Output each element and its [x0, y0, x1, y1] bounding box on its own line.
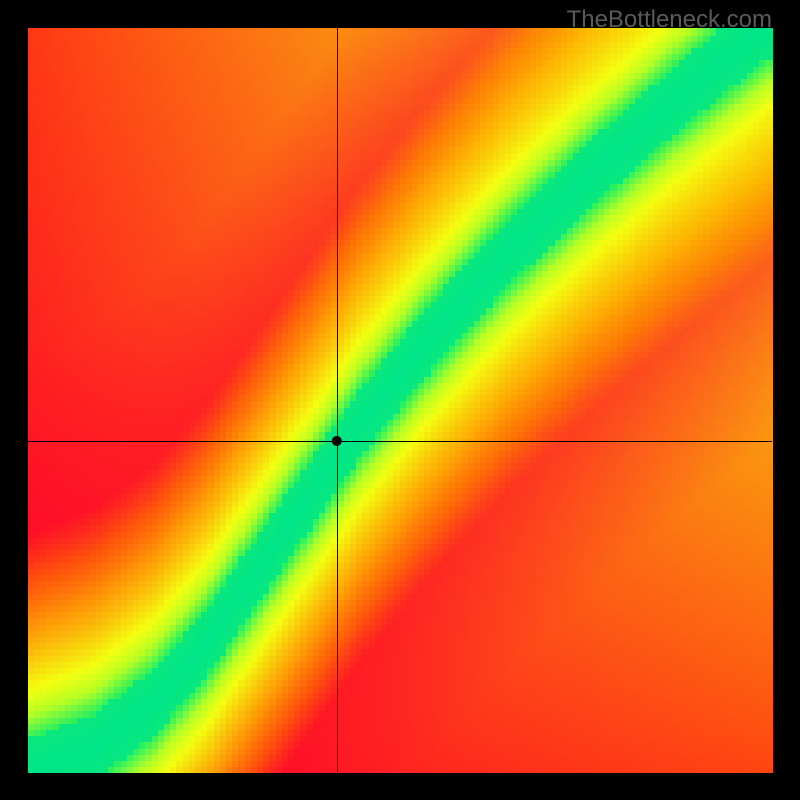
chart-container: TheBottleneck.com [0, 0, 800, 800]
bottleneck-heatmap [0, 0, 800, 800]
watermark-text: TheBottleneck.com [567, 6, 772, 34]
